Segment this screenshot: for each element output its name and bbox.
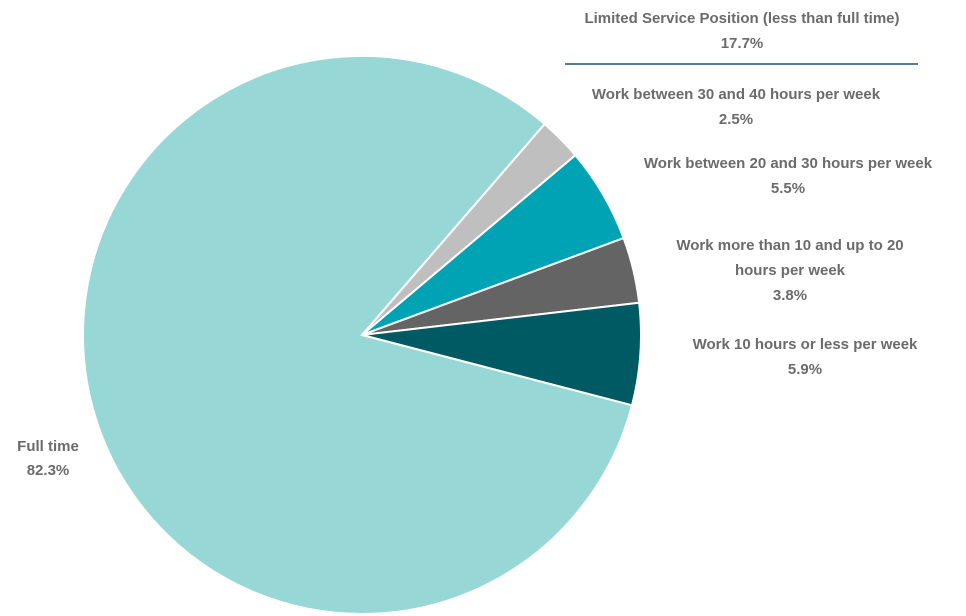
slice-label-20-30: Work between 20 and 30 hours per week <box>644 155 933 172</box>
slice-label-10-20-line2: hours per week <box>735 262 846 279</box>
slice-value-full-time: 82.3% <box>27 462 70 479</box>
group-label: Limited Service Position (less than full… <box>584 10 899 27</box>
slice-label-30-40: Work between 30 and 40 hours per week <box>592 86 881 103</box>
slice-value-30-40: 2.5% <box>719 111 753 128</box>
slice-full-time <box>82 55 634 615</box>
pie-slices <box>82 55 642 615</box>
slice-value-10-20: 3.8% <box>773 287 807 304</box>
slice-label-10-20-line1: Work more than 10 and up to 20 <box>676 237 903 254</box>
slice-label-full-time: Full time <box>17 438 79 455</box>
slice-value-le10: 5.9% <box>788 361 822 378</box>
group-value: 17.7% <box>721 35 764 52</box>
slice-label-le10: Work 10 hours or less per week <box>693 336 918 353</box>
slice-value-20-30: 5.5% <box>771 180 805 197</box>
